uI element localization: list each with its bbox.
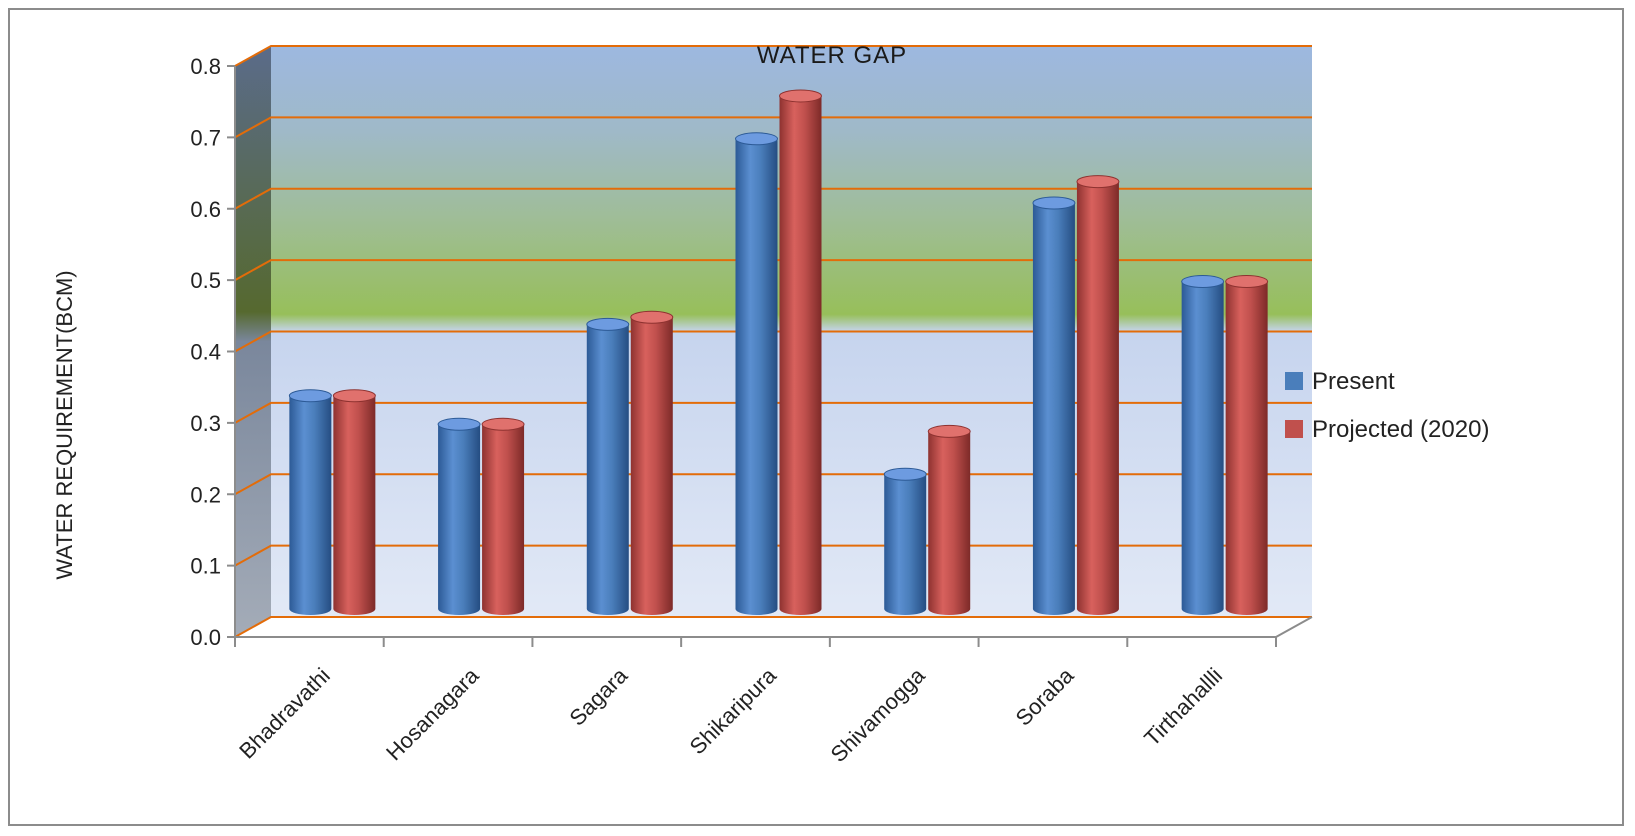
bar-bhadravathi-projected-2020 — [332, 389, 376, 615]
gridline — [234, 116, 1312, 139]
gridline — [234, 401, 1312, 424]
y-tick-label: 0.7 — [190, 125, 221, 150]
chart-title: WATER GAP — [757, 42, 907, 69]
water-gap-chart: 0.0 0.1 0.2 0.3 0.4 0.5 0.6 0.7 0.8 WATER GAP WAT… — [52, 42, 1489, 767]
legend-label: Present — [1312, 368, 1395, 395]
bar-shivamogga-projected-2020 — [927, 424, 971, 615]
x-tick-label: Shivamogga — [826, 662, 931, 767]
x-tick-label: Hosanagara — [381, 662, 484, 765]
legend-swatch — [1285, 420, 1303, 438]
gridline — [234, 45, 1312, 67]
x-tick-label: Bhadravathi — [234, 663, 335, 764]
y-tick-label: 0.6 — [190, 197, 221, 222]
legend: Present Projected (2020) — [1285, 368, 1489, 443]
bar-hosanagara-present — [437, 417, 481, 615]
y-tick-label: 0.0 — [190, 625, 221, 650]
gridline — [234, 259, 1312, 281]
y-tick-label: 0.3 — [190, 411, 221, 436]
legend-swatch — [1285, 372, 1303, 390]
axes: 0.0 0.1 0.2 0.3 0.4 0.5 0.6 0.7 0.8 — [190, 54, 1313, 650]
bar-soraba-projected-2020 — [1076, 175, 1120, 616]
bar-shikaripura-present — [735, 132, 778, 615]
x-tick-label: Tirthahallli — [1139, 663, 1227, 751]
bar-hosanagara-projected-2020 — [481, 417, 525, 615]
gridline — [234, 187, 1312, 210]
bar-soraba-present — [1032, 196, 1076, 615]
x-tick-label: Shikaripura — [685, 662, 782, 759]
x-tick-label: Soraba — [1011, 662, 1079, 730]
y-tick-label: 0.5 — [190, 268, 221, 293]
y-tick-label: 0.4 — [190, 340, 221, 365]
gridline — [234, 616, 1312, 638]
bar-tirthahallli-present — [1181, 275, 1225, 615]
bar-shikaripura-projected-2020 — [779, 89, 822, 615]
bar-sagara-present — [586, 317, 630, 615]
bar-tirthahallli-projected-2020 — [1225, 275, 1269, 615]
bar-shivamogga-present — [883, 467, 927, 615]
bars — [288, 89, 1269, 616]
y-axis-label: WATER REQUIREMENT(BCM) — [52, 270, 77, 579]
gridline — [234, 330, 1312, 353]
bar-sagara-projected-2020 — [630, 310, 674, 615]
gridlines — [234, 45, 1312, 638]
y-tick-label: 0.8 — [190, 54, 221, 79]
legend-item: Present — [1285, 368, 1395, 395]
x-axis-line — [235, 616, 1313, 638]
chart-frame: 0.0 0.1 0.2 0.3 0.4 0.5 0.6 0.7 0.8 WATER GAP WAT… — [8, 8, 1624, 826]
bar-bhadravathi-present — [288, 389, 332, 615]
legend-item: Projected (2020) — [1285, 416, 1489, 443]
legend-label: Projected (2020) — [1312, 416, 1489, 443]
x-tick-label: Sagara — [564, 662, 632, 730]
y-tick-label: 0.1 — [190, 554, 221, 579]
y-tick-label: 0.2 — [190, 482, 221, 507]
